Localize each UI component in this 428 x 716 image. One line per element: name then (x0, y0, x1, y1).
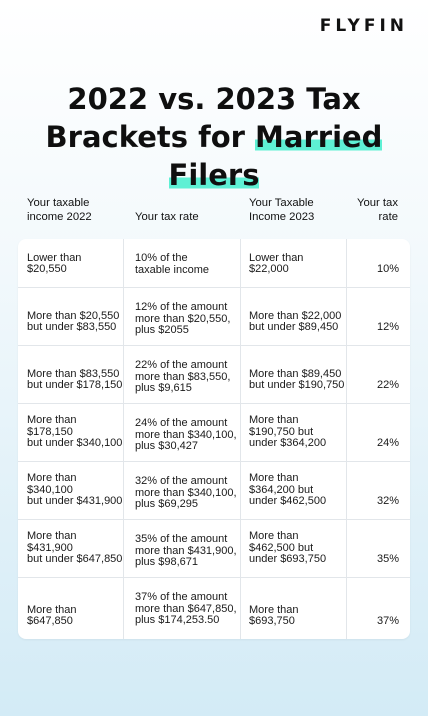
title-line-1: 2022 vs. 2023 Tax (67, 82, 361, 116)
cell-income-2022: More than $83,550 but under $178,150 (18, 346, 124, 403)
title-line-2: Brackets for Married Filers (0, 118, 428, 194)
cell-tax-rate-desc: 37% of the amount more than $647,850, pl… (124, 578, 241, 639)
cell-rate: 32% (347, 462, 410, 519)
cell-text: More than $89,450 but under $190,750 (249, 367, 345, 392)
header-income-2023: Your Taxable Income 2023 (249, 197, 315, 223)
page-title: 2022 vs. 2023 Tax Brackets for Married F… (0, 80, 428, 194)
cell-text: 37% (376, 615, 399, 628)
cell-text: Lower than $20,550 (27, 251, 82, 276)
cell-income-2023: More than $364,200 but under $462,500 (241, 462, 347, 519)
cell-tax-rate-desc: 10% of the taxable income (124, 239, 241, 287)
cell-income-2023: More than $462,500 but under $693,750 (241, 520, 347, 577)
cell-text: 37% of the amount more than $647,850, pl… (135, 591, 237, 627)
table-header: Your taxable income 2022 Your tax rate Y… (18, 196, 410, 236)
table-row: More than $83,550 but under $178,150 22%… (18, 346, 410, 404)
table-row: More than $431,900 but under $647,850 35… (18, 520, 410, 578)
cell-tax-rate-desc: 35% of the amount more than $431,900, pl… (124, 520, 241, 577)
cell-income-2023: More than $190,750 but under $364,200 (241, 404, 347, 461)
cell-income-2023: More than $693,750 (241, 578, 347, 639)
cell-rate: 22% (347, 346, 410, 403)
cell-rate: 37% (347, 578, 410, 639)
cell-text: More than $83,550 but under $178,150 (27, 367, 123, 392)
cell-income-2022: More than $647,850 (18, 578, 124, 639)
cell-text: 35% (376, 553, 399, 566)
cell-text: 12% of the amount more than $20,550, plu… (135, 301, 231, 337)
table-row: More than $178,150 but under $340,100 24… (18, 404, 410, 462)
cell-rate: 24% (347, 404, 410, 461)
table-row: Lower than $20,550 10% of the taxable in… (18, 239, 410, 288)
cell-text: 32% of the amount more than $340,100, pl… (135, 475, 237, 511)
header-income-2022: Your taxable income 2022 (27, 197, 92, 223)
cell-tax-rate-desc: 22% of the amount more than $83,550, plu… (124, 346, 241, 403)
cell-rate: 10% (347, 239, 410, 287)
cell-income-2022: More than $178,150 but under $340,100 (18, 404, 124, 461)
cell-text: More than $340,100 but under $431,900 (27, 472, 123, 508)
cell-text: More than $431,900 but under $647,850 (27, 530, 123, 566)
cell-text: 32% (376, 495, 399, 508)
cell-text: 10% (376, 263, 399, 276)
cell-text: More than $22,000 but under $89,450 (249, 309, 342, 334)
cell-text: More than $364,200 but under $462,500 (249, 472, 327, 508)
cell-income-2022: More than $20,550 but under $83,550 (18, 288, 124, 345)
cell-text: More than $20,550 but under $83,550 (27, 309, 120, 334)
cell-text: 10% of the taxable income (135, 252, 209, 276)
tax-bracket-table: Lower than $20,550 10% of the taxable in… (18, 239, 410, 639)
cell-income-2023: More than $22,000 but under $89,450 (241, 288, 347, 345)
cell-tax-rate-desc: 32% of the amount more than $340,100, pl… (124, 462, 241, 519)
cell-text: Lower than $22,000 (249, 251, 304, 276)
cell-income-2023: Lower than $22,000 (241, 239, 347, 287)
cell-tax-rate-desc: 24% of the amount more than $340,100, pl… (124, 404, 241, 461)
cell-text: 22% of the amount more than $83,550, plu… (135, 359, 231, 395)
cell-text: 12% (376, 321, 399, 334)
cell-text: More than $190,750 but under $364,200 (249, 414, 327, 450)
cell-income-2022: More than $340,100 but under $431,900 (18, 462, 124, 519)
cell-rate: 35% (347, 520, 410, 577)
table-row: More than $340,100 but under $431,900 32… (18, 462, 410, 520)
cell-rate: 12% (347, 288, 410, 345)
cell-text: More than $647,850 (27, 603, 77, 628)
cell-income-2022: More than $431,900 but under $647,850 (18, 520, 124, 577)
cell-text: 24% of the amount more than $340,100, pl… (135, 417, 237, 453)
header-tax-rate-2023: Your tax rate (356, 197, 398, 223)
cell-text: 24% (376, 437, 399, 450)
cell-income-2023: More than $89,450 but under $190,750 (241, 346, 347, 403)
cell-text: More than $462,500 but under $693,750 (249, 530, 327, 566)
cell-income-2022: Lower than $20,550 (18, 239, 124, 287)
table-row: More than $647,850 37% of the amount mor… (18, 578, 410, 639)
cell-text: More than $693,750 (249, 603, 299, 628)
table-row: More than $20,550 but under $83,550 12% … (18, 288, 410, 346)
header-tax-rate-2022: Your tax rate (135, 211, 199, 223)
cell-tax-rate-desc: 12% of the amount more than $20,550, plu… (124, 288, 241, 345)
flyfin-logo: FLYFIN (319, 16, 408, 36)
cell-text: More than $178,150 but under $340,100 (27, 414, 123, 450)
cell-text: 22% (376, 379, 399, 392)
title-line-2-prefix: Brackets for (45, 120, 256, 154)
cell-text: 35% of the amount more than $431,900, pl… (135, 533, 237, 569)
